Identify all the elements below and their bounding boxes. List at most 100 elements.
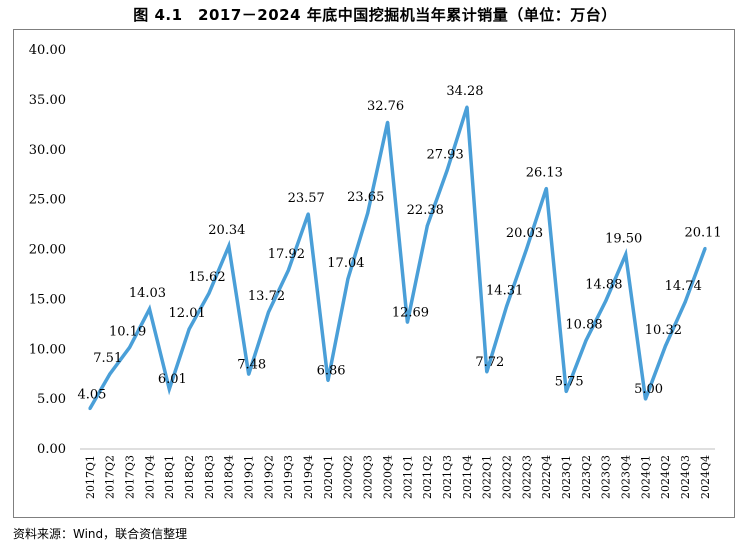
data-point: [425, 224, 429, 228]
source-note: 资料来源：Wind，联合资信整理: [13, 527, 188, 541]
x-tick-label: 2019Q1: [243, 455, 256, 499]
data-label: 7.72: [475, 355, 504, 370]
data-label: 17.92: [268, 247, 305, 262]
data-point: [267, 310, 271, 314]
data-label: 14.03: [129, 286, 166, 301]
data-point: [286, 268, 290, 272]
data-label: 7.48: [237, 357, 266, 372]
data-point: [227, 244, 231, 248]
data-point: [386, 120, 390, 124]
data-label: 34.28: [446, 84, 483, 99]
x-tick-label: 2024Q1: [639, 455, 652, 499]
data-label: 10.32: [645, 323, 682, 338]
data-label: 20.03: [506, 226, 543, 241]
data-label: 20.34: [208, 223, 245, 238]
x-tick-label: 2019Q4: [302, 455, 315, 499]
x-tick-label: 2017Q1: [84, 455, 97, 499]
x-tick-label: 2023Q4: [620, 455, 633, 499]
data-point: [108, 372, 112, 376]
x-tick-label: 2017Q2: [104, 455, 117, 499]
x-tick-label: 2020Q2: [342, 455, 355, 499]
y-tick-label: 0.00: [37, 442, 66, 457]
data-point: [604, 299, 608, 303]
data-point: [366, 211, 370, 215]
x-tick-label: 2020Q4: [381, 455, 394, 499]
data-point: [505, 304, 509, 308]
x-tick-label: 2023Q3: [600, 455, 613, 499]
data-label: 23.57: [288, 191, 325, 206]
data-label: 14.31: [486, 283, 523, 298]
data-label: 5.00: [634, 382, 663, 397]
y-tick-label: 40.00: [29, 43, 66, 58]
y-tick-label: 35.00: [29, 93, 66, 108]
data-point: [445, 168, 449, 172]
data-point: [405, 320, 409, 324]
x-tick-label: 2021Q4: [461, 455, 474, 499]
data-label: 19.50: [605, 231, 642, 246]
x-tick-label: 2024Q4: [699, 455, 712, 499]
y-tick-label: 30.00: [29, 143, 66, 158]
data-point: [88, 407, 92, 411]
data-label: 22.38: [407, 203, 444, 218]
data-point: [524, 247, 528, 251]
x-tick-label: 2022Q3: [520, 455, 533, 499]
x-tick-label: 2023Q1: [560, 455, 573, 499]
data-label: 12.01: [169, 306, 206, 321]
data-point: [683, 300, 687, 304]
data-label: 23.65: [347, 190, 384, 205]
x-tick-label: 2018Q4: [223, 455, 236, 499]
y-tick-label: 25.00: [29, 193, 66, 208]
data-point: [564, 390, 568, 394]
data-label: 15.62: [188, 270, 225, 285]
x-tick-label: 2023Q2: [580, 455, 593, 499]
data-label: 14.74: [665, 279, 702, 294]
x-tick-label: 2017Q3: [123, 455, 136, 499]
data-point: [624, 252, 628, 256]
data-point: [584, 338, 588, 342]
series-line: [88, 106, 707, 410]
data-point: [346, 277, 350, 281]
x-tick-label: 2020Q1: [322, 455, 335, 499]
data-label: 20.11: [684, 225, 721, 240]
data-point: [644, 397, 648, 401]
data-label: 17.04: [327, 256, 364, 271]
x-tick-label: 2022Q4: [540, 455, 553, 499]
data-label: 4.05: [77, 388, 106, 403]
data-label: 26.13: [526, 165, 563, 180]
data-label: 13.72: [248, 289, 285, 304]
data-point: [663, 344, 667, 348]
data-label: 7.51: [93, 351, 122, 366]
data-point: [167, 387, 171, 391]
data-point: [247, 372, 251, 376]
x-tick-label: 2018Q2: [183, 455, 196, 499]
data-label: 27.93: [427, 147, 464, 162]
data-point: [306, 212, 310, 216]
data-label: 10.19: [109, 324, 146, 339]
data-label: 14.88: [585, 278, 622, 293]
x-tick-label: 2021Q3: [441, 455, 454, 499]
x-tick-label: 2021Q2: [421, 455, 434, 499]
data-label: 32.76: [367, 99, 404, 114]
x-tick-label: 2021Q1: [401, 455, 414, 499]
data-label: 12.69: [392, 305, 429, 320]
data-label: 10.88: [565, 317, 602, 332]
data-point: [187, 327, 191, 331]
chart-frame: [13, 29, 735, 518]
data-point: [544, 186, 548, 190]
x-tick-label: 2019Q3: [282, 455, 295, 499]
data-point: [147, 307, 151, 311]
x-tick-label: 2024Q2: [659, 455, 672, 499]
data-label: 5.75: [555, 375, 584, 390]
y-tick-label: 10.00: [29, 342, 66, 357]
y-tick-label: 20.00: [29, 243, 66, 258]
chart-title: 图 4.1 2017－2024 年底中国挖掘机当年累计销量（单位：万台）: [133, 6, 617, 24]
data-point: [128, 345, 132, 349]
data-point: [703, 246, 707, 250]
x-tick-label: 2020Q3: [362, 455, 375, 499]
x-tick-label: 2022Q2: [500, 455, 513, 499]
data-point: [326, 379, 330, 383]
data-point: [465, 105, 469, 109]
y-tick-label: 15.00: [29, 292, 66, 307]
x-tick-label: 2024Q3: [679, 455, 692, 499]
